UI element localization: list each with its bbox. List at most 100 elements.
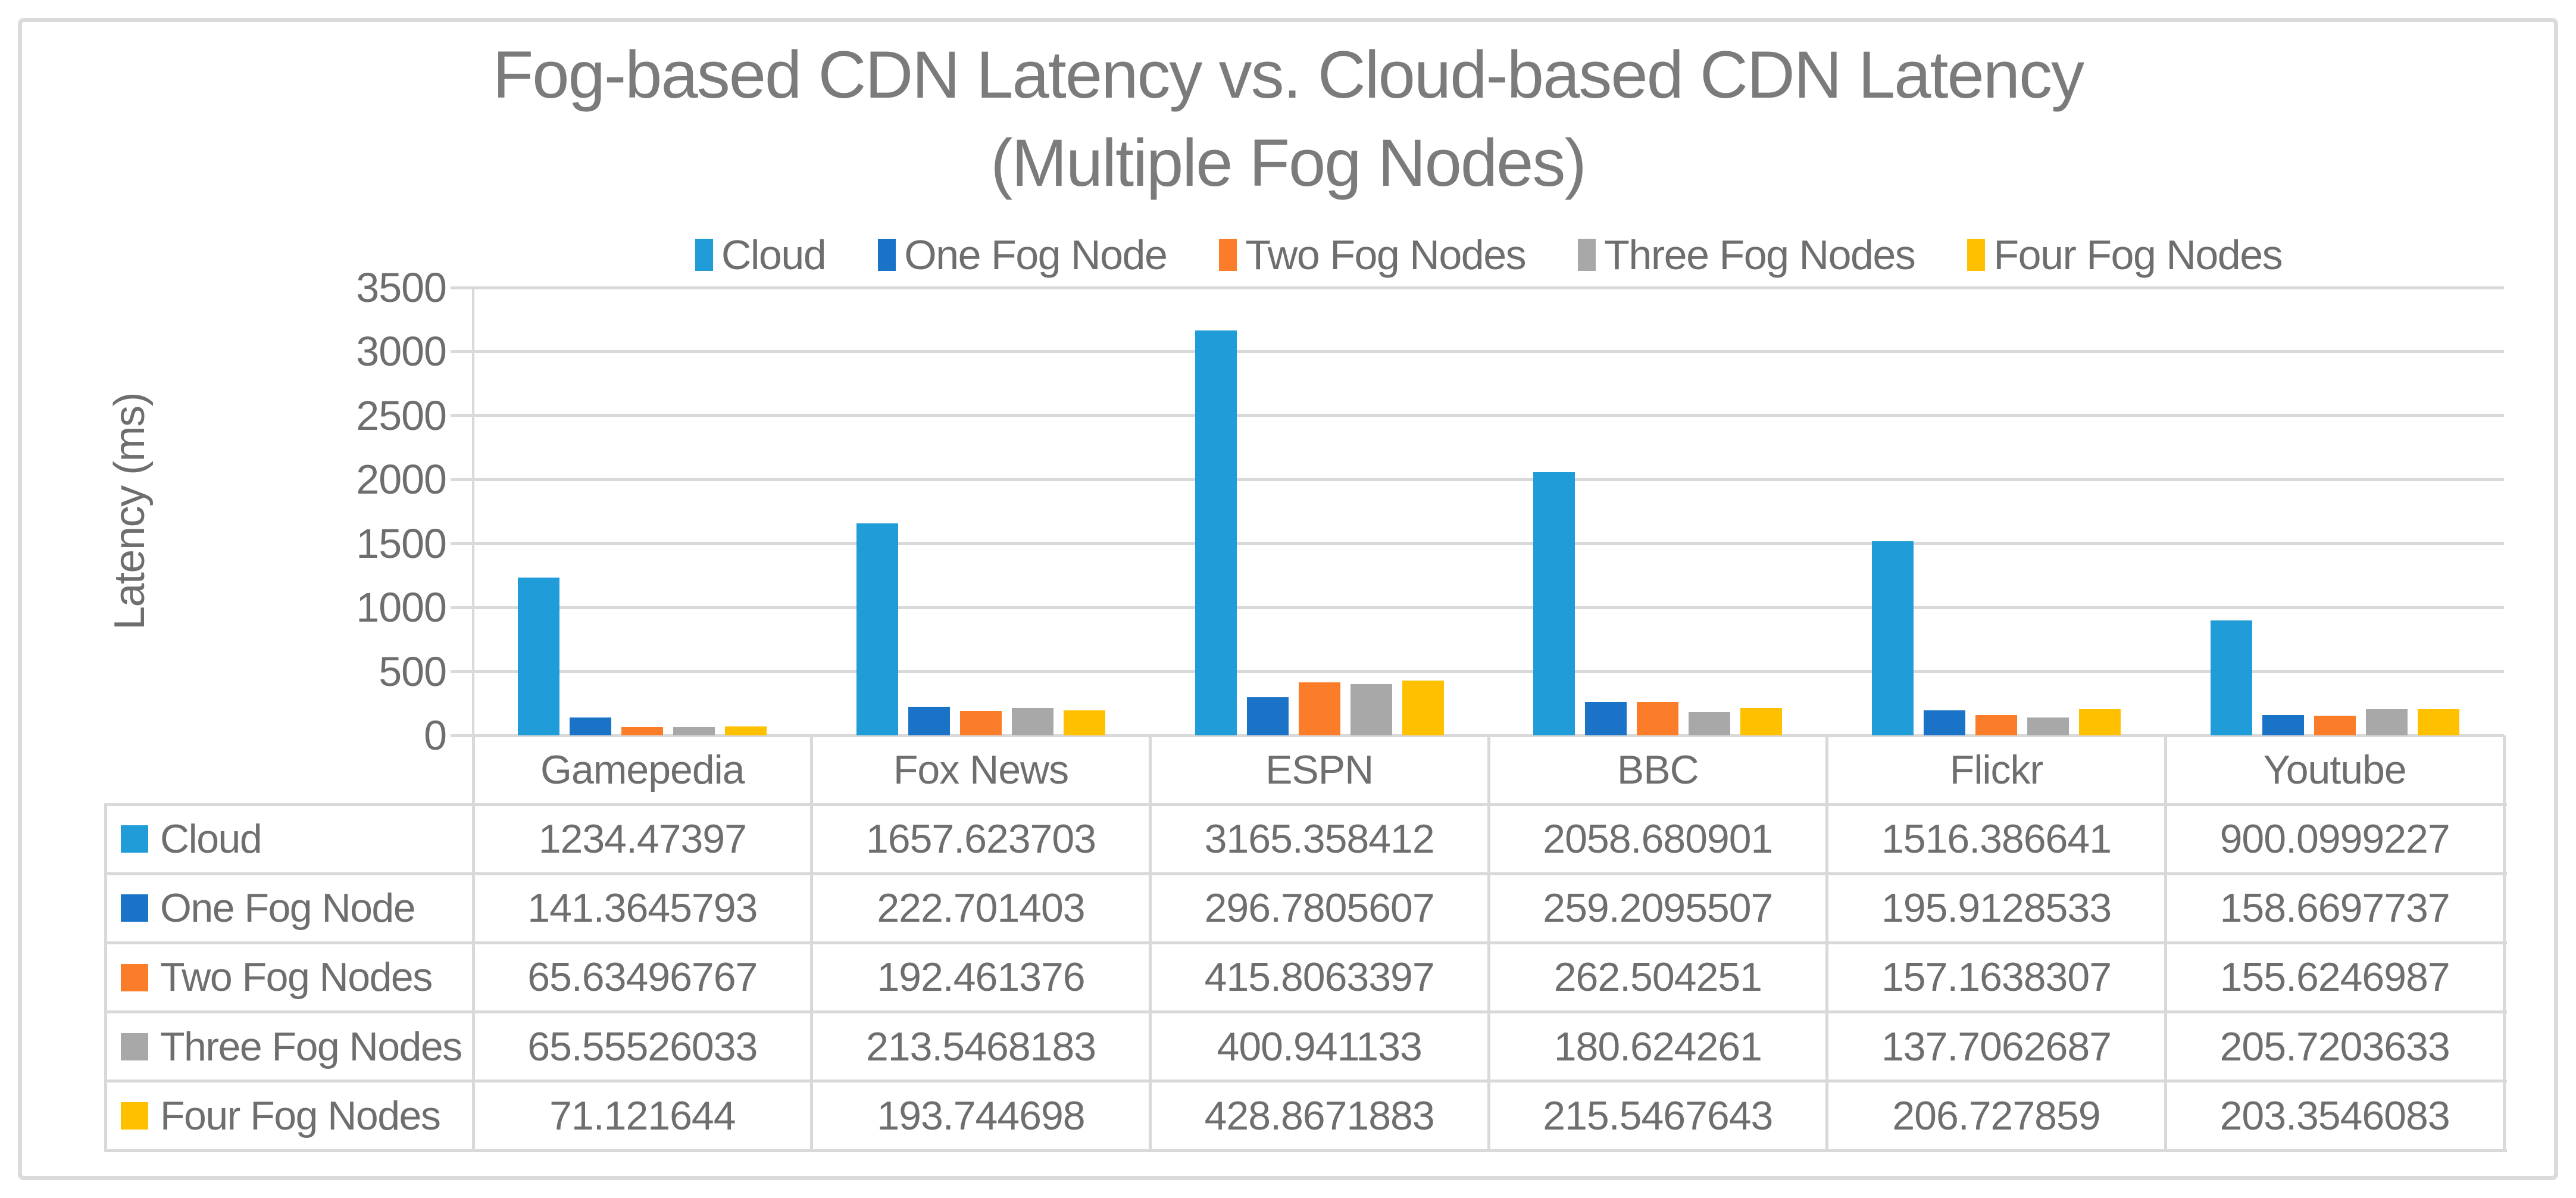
gridline-2500: [473, 414, 2504, 417]
legend-key-one-fog-node: [878, 239, 896, 271]
legend-item-four-fog-nodes: Four Fog Nodes: [1967, 231, 2283, 279]
bar-one-fog-node-gamepedia: [570, 717, 612, 735]
gridline-1500: [473, 542, 2504, 545]
table-series-key-cloud: [121, 825, 148, 853]
legend-key-two-fog-nodes: [1219, 239, 1237, 271]
bar-cloud-flickr: [1872, 541, 1914, 735]
gridline-3000: [473, 350, 2504, 353]
chart-title: Fog-based CDN Latency vs. Cloud-based CD…: [0, 31, 2576, 207]
bar-cloud-espn: [1195, 330, 1237, 735]
table-value-one-fog-node-flickr: 195.9128533: [1881, 885, 2112, 931]
table-value-two-fog-nodes-espn: 415.8063397: [1204, 954, 1435, 1000]
table-value-four-fog-nodes-gamepedia: 71.121644: [549, 1093, 736, 1138]
table-value-two-fog-nodes-gamepedia: 65.63496767: [527, 954, 758, 1000]
legend: Cloud One Fog Node Two Fog Nodes Three Fog …: [473, 231, 2504, 279]
bar-four-fog-nodes-gamepedia: [725, 726, 767, 735]
table-col-border: [2502, 735, 2506, 1152]
legend-label-two-fog-nodes: Two Fog Nodes: [1245, 232, 1526, 278]
y-tick-label-3000: 3000: [356, 328, 447, 375]
y-tick-label-1000: 1000: [356, 584, 447, 631]
table-value-four-fog-nodes-bbc: 215.5467643: [1543, 1093, 1773, 1138]
table-header-fox-news: Fox News: [893, 747, 1069, 793]
y-tick-mark-2500: [451, 414, 473, 417]
bar-cloud-fox-news: [856, 523, 898, 735]
legend-item-three-fog-nodes: Three Fog Nodes: [1578, 231, 1916, 279]
y-tick-label-3500: 3500: [356, 264, 447, 311]
table-series-key-four-fog-nodes: [121, 1102, 148, 1130]
legend-key-four-fog-nodes: [1967, 239, 1986, 271]
y-axis-title: Latency (ms): [106, 392, 154, 631]
chart-title-line2: (Multiple Fog Nodes): [990, 126, 1587, 200]
table-series-label-one-fog-node: One Fog Node: [160, 885, 416, 931]
chart-card: [18, 18, 2558, 1180]
table-series-label-three-fog-nodes: Three Fog Nodes: [160, 1024, 462, 1069]
bar-two-fog-nodes-gamepedia: [621, 726, 664, 735]
table-value-three-fog-nodes-bbc: 180.624261: [1553, 1024, 1762, 1069]
bar-three-fog-nodes-gamepedia: [673, 726, 715, 735]
table-value-two-fog-nodes-fox-news: 192.461376: [877, 954, 1085, 1000]
bar-four-fog-nodes-espn: [1402, 680, 1444, 735]
legend-label-four-fog-nodes: Four Fog Nodes: [1993, 232, 2283, 278]
table-value-one-fog-node-gamepedia: 141.3645793: [527, 885, 758, 931]
table-value-cloud-gamepedia: 1234.47397: [538, 816, 747, 862]
bar-cloud-youtube: [2210, 620, 2252, 735]
bar-two-fog-nodes-flickr: [1975, 715, 2017, 735]
table-value-one-fog-node-bbc: 259.2095507: [1543, 885, 1773, 931]
table-value-four-fog-nodes-fox-news: 193.744698: [877, 1093, 1085, 1138]
table-series-key-three-fog-nodes: [121, 1032, 148, 1060]
table-value-four-fog-nodes-flickr: 206.727859: [1892, 1093, 2100, 1138]
y-tick-label-0: 0: [424, 712, 447, 759]
bar-two-fog-nodes-youtube: [2314, 715, 2356, 735]
table-value-three-fog-nodes-fox-news: 213.5468183: [865, 1024, 1096, 1069]
table-col-border: [810, 735, 814, 1152]
table-header-bbc: BBC: [1617, 747, 1699, 793]
table-value-three-fog-nodes-espn: 400.941133: [1217, 1024, 1423, 1069]
legend-label-one-fog-node: One Fog Node: [904, 232, 1168, 278]
table-row-border: [104, 872, 2507, 875]
table-header-flickr: Flickr: [1949, 747, 2043, 793]
table-value-cloud-fox-news: 1657.623703: [865, 816, 1096, 862]
table-row-border: [104, 803, 2507, 806]
bar-one-fog-node-bbc: [1585, 702, 1627, 735]
table-value-one-fog-node-fox-news: 222.701403: [877, 885, 1085, 931]
legend-label-cloud: Cloud: [721, 232, 827, 278]
table-value-cloud-youtube: 900.0999227: [2219, 816, 2450, 862]
table-value-three-fog-nodes-flickr: 137.7062687: [1881, 1024, 2112, 1069]
bar-one-fog-node-youtube: [2262, 715, 2304, 735]
y-tick-label-1500: 1500: [356, 520, 447, 567]
table-value-cloud-flickr: 1516.386641: [1881, 816, 2112, 862]
y-tick-mark-1000: [451, 606, 473, 609]
y-tick-mark-1500: [451, 542, 473, 545]
table-series-key-two-fog-nodes: [121, 963, 148, 991]
y-tick-label-2000: 2000: [356, 456, 447, 503]
bar-four-fog-nodes-flickr: [2079, 709, 2121, 735]
table-row-border: [104, 1149, 2507, 1152]
y-tick-label-2500: 2500: [356, 392, 447, 439]
chart-title-line1: Fog-based CDN Latency vs. Cloud-based CD…: [492, 38, 2084, 112]
table-value-two-fog-nodes-flickr: 157.1638307: [1881, 954, 2112, 1000]
bar-two-fog-nodes-espn: [1298, 682, 1340, 735]
legend-key-cloud: [695, 239, 713, 271]
y-tick-mark-3000: [451, 350, 473, 353]
table-value-cloud-bbc: 2058.680901: [1543, 816, 1773, 862]
table-row-border: [104, 1010, 2507, 1014]
y-tick-mark-500: [451, 670, 473, 673]
gridline-500: [473, 670, 2504, 673]
table-value-four-fog-nodes-espn: 428.8671883: [1204, 1093, 1435, 1138]
table-value-three-fog-nodes-gamepedia: 65.55526033: [527, 1024, 758, 1069]
table-series-label-two-fog-nodes: Two Fog Nodes: [160, 954, 433, 1000]
y-tick-mark-0: [451, 734, 473, 737]
table-value-two-fog-nodes-bbc: 262.504251: [1553, 954, 1762, 1000]
table-col-border: [1487, 735, 1490, 1152]
bar-one-fog-node-flickr: [1924, 710, 1965, 735]
legend-label-three-fog-nodes: Three Fog Nodes: [1604, 232, 1916, 278]
bar-three-fog-nodes-bbc: [1689, 712, 1731, 735]
table-value-four-fog-nodes-youtube: 203.3546083: [2219, 1093, 2450, 1138]
y-tick-mark-2000: [451, 478, 473, 481]
table-col-border: [1148, 735, 1152, 1152]
gridline-1000: [473, 606, 2504, 609]
bar-cloud-gamepedia: [518, 577, 560, 735]
bar-one-fog-node-espn: [1246, 697, 1289, 735]
bar-four-fog-nodes-bbc: [1740, 707, 1783, 735]
bar-three-fog-nodes-youtube: [2365, 709, 2408, 735]
